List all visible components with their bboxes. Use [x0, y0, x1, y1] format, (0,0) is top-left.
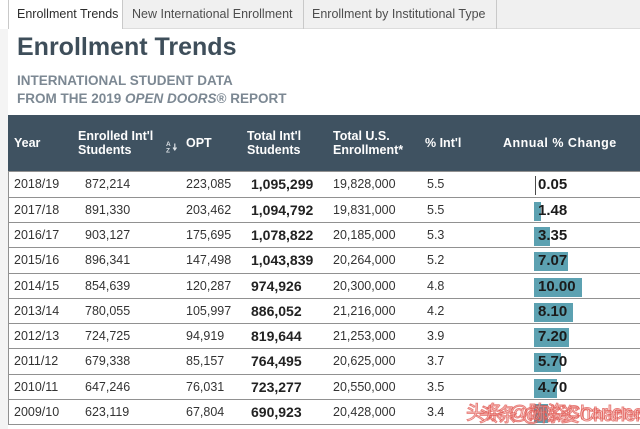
- svg-text:A: A: [166, 141, 171, 148]
- svg-text:Z: Z: [166, 148, 170, 154]
